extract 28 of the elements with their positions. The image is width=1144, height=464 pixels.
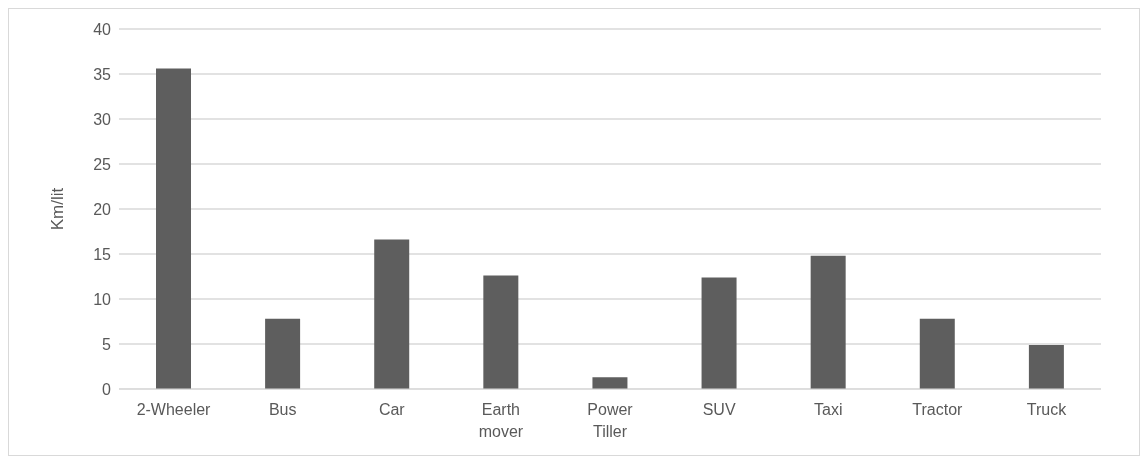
y-tick-label: 15 (93, 245, 112, 263)
y-tick-label: 20 (93, 200, 112, 218)
bar (374, 239, 410, 389)
y-tick-label: 40 (93, 20, 112, 38)
x-tick-label: Taxi (814, 401, 843, 418)
bar (265, 318, 301, 389)
y-axis-title: Km/lit (48, 187, 68, 231)
bar (810, 255, 846, 389)
x-tick-label: Bus (268, 401, 297, 418)
x-tick-label: SUV (702, 401, 736, 418)
bar (592, 377, 628, 389)
y-tick-label: 25 (93, 155, 112, 173)
bar (701, 277, 737, 389)
x-tick-label: Earth mover (478, 401, 524, 440)
y-tick-label: 30 (93, 110, 112, 128)
x-tick-label: 2-Wheeler (136, 401, 212, 418)
x-tick-label: Tractor (912, 401, 964, 418)
y-tick-label: 5 (102, 335, 112, 353)
x-tick-label: Truck (1026, 401, 1068, 418)
y-tick-label: 0 (102, 380, 112, 398)
x-tick-label: Car (378, 401, 406, 418)
bar (919, 318, 955, 389)
y-tick-label: 10 (93, 290, 112, 308)
bar (156, 68, 191, 389)
y-tick-label: 35 (93, 65, 112, 83)
bar (1028, 344, 1064, 389)
x-tick-label: Power Tiller (587, 401, 634, 440)
bar (483, 275, 519, 389)
